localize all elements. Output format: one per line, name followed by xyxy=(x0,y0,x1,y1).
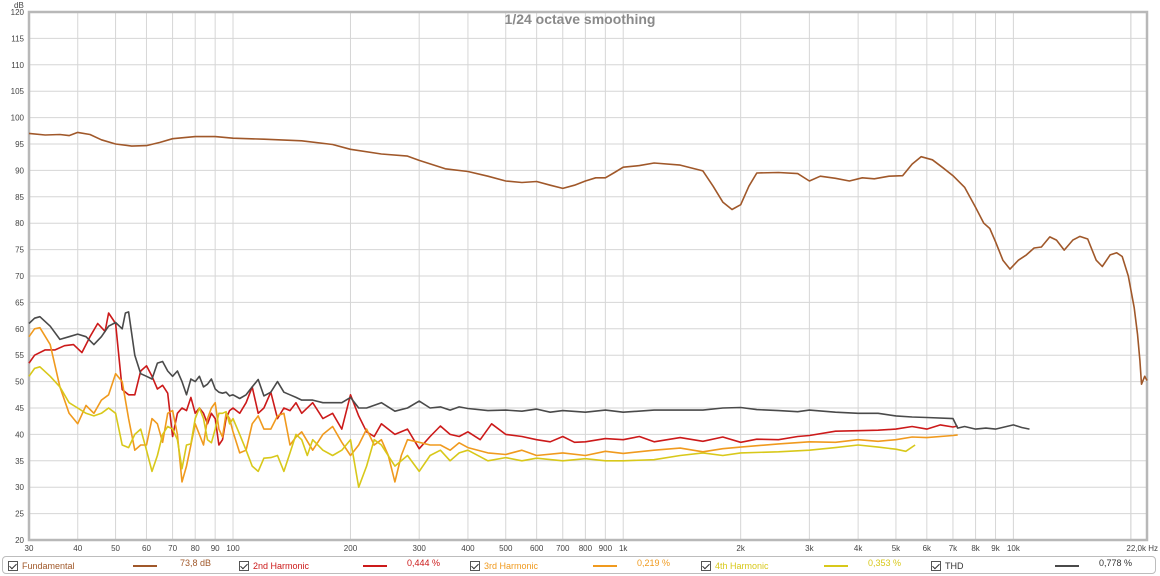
legend-item-4th-harmonic[interactable]: 4th Harmonic xyxy=(701,558,769,573)
svg-text:30: 30 xyxy=(25,544,34,553)
legend-label-3rd-harmonic: 3rd Harmonic xyxy=(484,560,539,571)
svg-text:20: 20 xyxy=(15,536,24,545)
svg-text:85: 85 xyxy=(15,193,24,202)
legend-swatch-3rd-harmonic xyxy=(593,565,617,567)
svg-text:6k: 6k xyxy=(923,544,932,553)
svg-text:40: 40 xyxy=(73,544,82,553)
legend-value-3rd-harmonic: 0,219 % xyxy=(637,558,671,568)
legend-swatch-fundamental xyxy=(133,565,157,567)
svg-text:60: 60 xyxy=(15,325,24,334)
svg-text:90: 90 xyxy=(211,544,220,553)
svg-text:90: 90 xyxy=(15,166,24,175)
svg-text:65: 65 xyxy=(15,298,24,307)
svg-text:800: 800 xyxy=(579,544,593,553)
svg-text:70: 70 xyxy=(168,544,177,553)
svg-text:8k: 8k xyxy=(971,544,980,553)
svg-text:120: 120 xyxy=(11,8,25,17)
legend-item-fundamental[interactable]: Fundamental xyxy=(8,558,75,573)
y-axis-unit: dB xyxy=(14,1,24,10)
legend-value-2nd-harmonic: 0,444 % xyxy=(407,558,441,568)
series-fundamental xyxy=(28,131,1148,385)
series-2nd-harmonic xyxy=(28,312,958,450)
svg-text:300: 300 xyxy=(413,544,427,553)
legend-bar: Fundamental 73,8 dB 2nd Harmonic 0,444 %… xyxy=(2,556,1156,574)
svg-text:2k: 2k xyxy=(736,544,745,553)
checkbox-2nd-harmonic[interactable] xyxy=(239,560,249,571)
x-axis-ticks: 30 40 50 60 70 80 90 100 200 300 400 500 600 700 800 90… xyxy=(25,544,1158,553)
checkbox-4th-harmonic[interactable] xyxy=(701,560,711,571)
svg-text:3k: 3k xyxy=(805,544,814,553)
legend-value-4th-harmonic: 0,353 % xyxy=(868,558,902,568)
svg-text:22,0k Hz: 22,0k Hz xyxy=(1126,544,1158,553)
legend-item-thd[interactable]: THD xyxy=(931,558,964,573)
svg-text:600: 600 xyxy=(530,544,544,553)
legend-item-3rd-harmonic[interactable]: 3rd Harmonic xyxy=(470,558,538,573)
legend-value-fundamental: 73,8 dB xyxy=(180,558,212,568)
legend-label-thd: THD xyxy=(945,560,964,571)
series-thd xyxy=(28,311,1030,430)
legend-item-2nd-harmonic[interactable]: 2nd Harmonic xyxy=(239,558,309,573)
legend-label-2nd-harmonic: 2nd Harmonic xyxy=(253,560,310,571)
svg-text:115: 115 xyxy=(11,34,24,43)
series-4th-harmonic xyxy=(28,366,916,488)
svg-text:10k: 10k xyxy=(1007,544,1021,553)
frequency-response-chart: 20 25 30 35 40 45 50 55 60 65 70 75 80 85 90 95 100 105 11… xyxy=(11,1,1158,553)
grid-lines xyxy=(28,11,1147,541)
legend-swatch-thd xyxy=(1055,565,1079,567)
series-lines xyxy=(28,131,1148,488)
svg-text:45: 45 xyxy=(15,404,24,413)
svg-text:80: 80 xyxy=(15,219,24,228)
legend-swatch-4th-harmonic xyxy=(824,565,848,567)
svg-text:200: 200 xyxy=(344,544,358,553)
svg-text:900: 900 xyxy=(599,544,613,553)
y-axis-ticks: 20 25 30 35 40 45 50 55 60 65 70 75 80 85 90 95 100 105 11… xyxy=(11,8,25,545)
svg-text:30: 30 xyxy=(15,483,24,492)
svg-text:100: 100 xyxy=(11,114,25,123)
svg-text:50: 50 xyxy=(111,544,120,553)
series-3rd-harmonic xyxy=(28,326,958,483)
chart-title: 1/24 octave smoothing xyxy=(505,11,656,27)
svg-text:60: 60 xyxy=(142,544,151,553)
legend-value-thd: 0,778 % xyxy=(1099,558,1133,568)
svg-text:4k: 4k xyxy=(854,544,863,553)
svg-text:50: 50 xyxy=(15,378,24,387)
svg-text:105: 105 xyxy=(11,87,25,96)
legend-label-fundamental: Fundamental xyxy=(22,560,75,571)
svg-text:700: 700 xyxy=(556,544,570,553)
svg-text:1k: 1k xyxy=(619,544,628,553)
svg-text:40: 40 xyxy=(15,430,24,439)
svg-text:9k: 9k xyxy=(991,544,1000,553)
svg-text:5k: 5k xyxy=(892,544,901,553)
svg-text:80: 80 xyxy=(191,544,200,553)
plot-frame xyxy=(27,10,1149,542)
svg-text:55: 55 xyxy=(15,351,24,360)
svg-text:70: 70 xyxy=(15,272,24,281)
checkbox-thd[interactable] xyxy=(931,560,941,571)
checkbox-fundamental[interactable] xyxy=(8,560,18,571)
svg-text:75: 75 xyxy=(15,246,24,255)
svg-text:95: 95 xyxy=(15,140,24,149)
svg-text:25: 25 xyxy=(15,510,24,519)
svg-text:500: 500 xyxy=(499,544,513,553)
legend-swatch-2nd-harmonic xyxy=(363,565,387,567)
checkbox-3rd-harmonic[interactable] xyxy=(470,560,480,571)
svg-text:110: 110 xyxy=(11,61,24,70)
svg-text:35: 35 xyxy=(15,457,24,466)
svg-text:7k: 7k xyxy=(949,544,958,553)
svg-text:400: 400 xyxy=(461,544,475,553)
legend-label-4th-harmonic: 4th Harmonic xyxy=(715,560,769,571)
svg-text:100: 100 xyxy=(226,544,240,553)
